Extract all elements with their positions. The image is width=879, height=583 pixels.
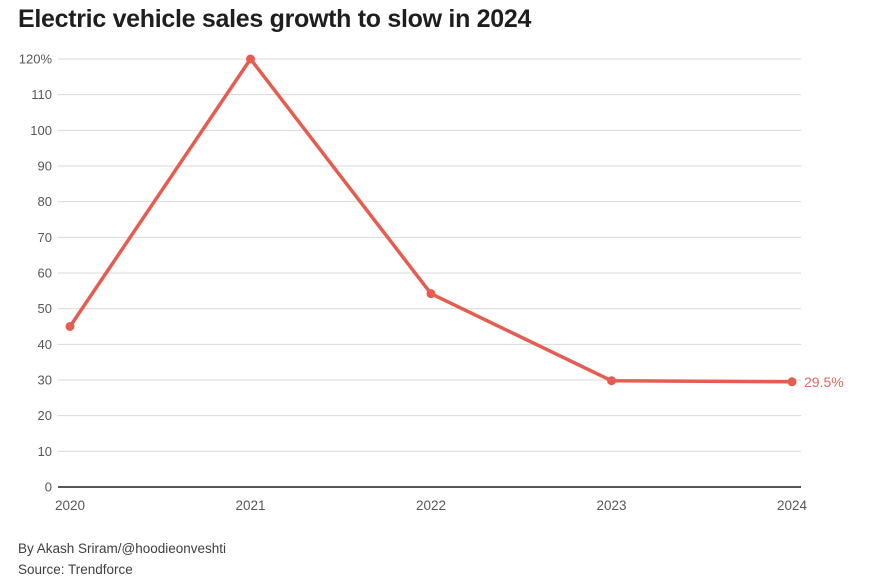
- x-tick-label: 2020: [55, 498, 85, 513]
- y-tick-label: 120%: [19, 52, 53, 67]
- y-tick-label: 50: [38, 301, 52, 316]
- data-point: [426, 289, 436, 299]
- data-point: [787, 377, 797, 387]
- x-tick-label: 2021: [235, 498, 265, 513]
- data-point: [246, 54, 255, 64]
- y-tick-label: 60: [38, 266, 52, 281]
- x-tick-label: 2023: [596, 498, 626, 513]
- y-tick-label: 100: [30, 123, 52, 138]
- chart-footer: By Akash Sriram/@hoodieonveshti Source: …: [18, 538, 226, 580]
- y-tick-label: 0: [45, 480, 52, 495]
- y-tick-label: 40: [38, 337, 52, 352]
- byline: By Akash Sriram/@hoodieonveshti: [18, 541, 227, 556]
- x-tick-label: 2022: [416, 498, 446, 513]
- data-line: [68, 57, 794, 384]
- y-tick-label: 10: [38, 444, 52, 459]
- end-point-label: 29.5%: [804, 374, 844, 390]
- y-tick-label: 80: [38, 194, 52, 209]
- y-tick-label: 30: [38, 373, 52, 388]
- y-tick-label: 70: [38, 230, 52, 245]
- y-tick-label: 20: [38, 408, 52, 423]
- source-credit: Source: Trendforce: [18, 562, 133, 577]
- y-tick-label: 90: [38, 159, 52, 174]
- y-tick-label: 110: [31, 87, 52, 102]
- data-point: [607, 376, 616, 386]
- data-point: [65, 322, 75, 331]
- x-tick-label: 2024: [777, 498, 808, 513]
- chart-title: Electric vehicle sales growth to slow in…: [18, 5, 532, 33]
